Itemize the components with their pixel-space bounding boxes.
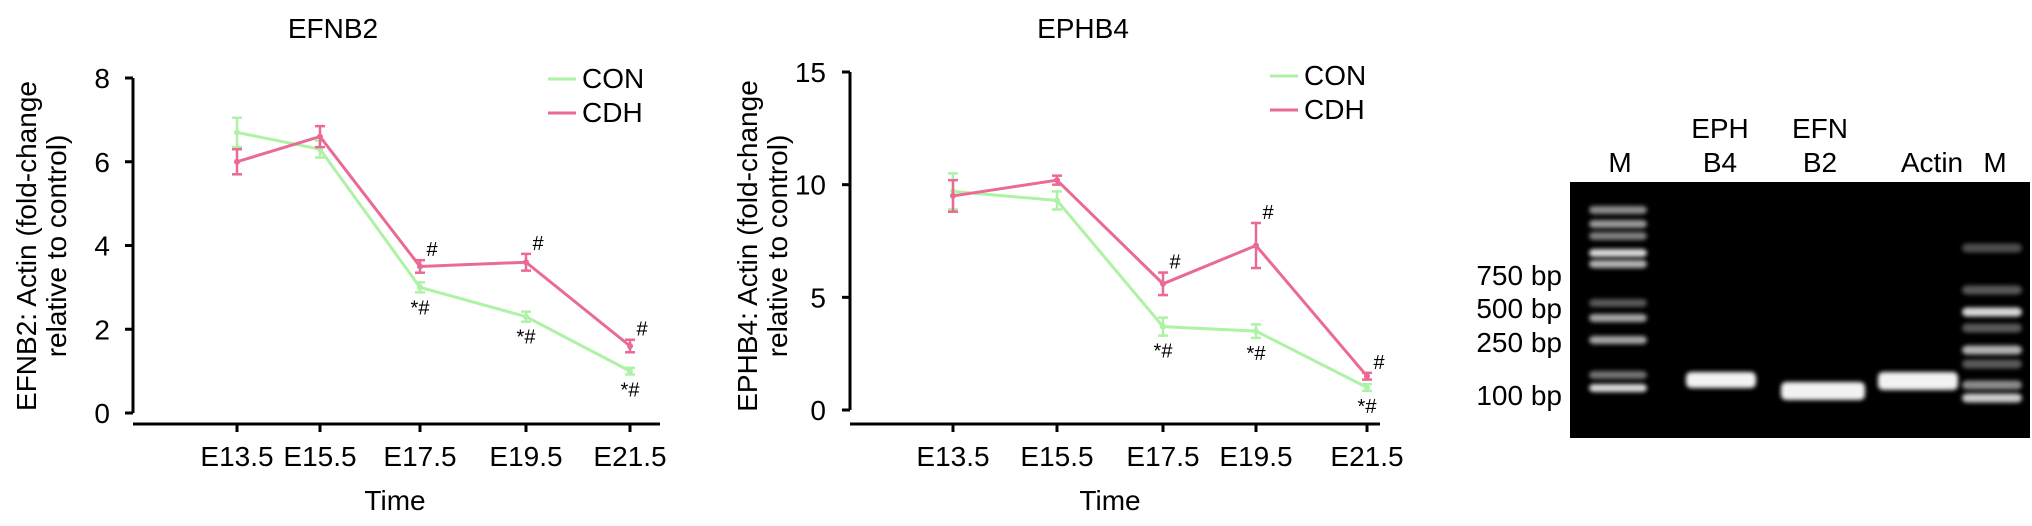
x-tick-label: E13.5 [916,441,989,472]
ladder-band [1962,285,2022,295]
ladder-band [1589,232,1647,240]
y-axis-label-line: EFNB2: Actin (fold-change [11,81,42,411]
marker-label: 750 bp [1476,260,1562,291]
x-tick-label: E19.5 [489,441,562,472]
y-axis-label-line: relative to control) [762,135,793,358]
y-tick-label: 10 [795,170,826,201]
marker-label: 500 bp [1476,293,1562,324]
ladder-band [1962,243,2022,253]
significance-mark: *# [517,327,537,349]
y-tick-label: 2 [94,314,110,345]
significance-mark: # [1373,352,1385,374]
significance-mark: # [636,319,648,341]
ladder-band [1589,371,1647,379]
data-point [417,284,423,291]
significance-mark: # [1169,252,1181,274]
data-point [234,129,240,136]
y-tick-label: 0 [94,398,110,429]
ladder-band [1589,384,1647,392]
significance-mark: *# [621,379,641,401]
ladder-band [1962,380,2022,390]
data-point [523,313,529,320]
data-point [1253,242,1259,249]
data-point [627,343,633,349]
y-axis-label: EFNB2: Actin (fold-changerelative to con… [11,81,72,411]
significance-mark: *# [1358,396,1378,418]
chart-title: EFNB2 [288,13,378,44]
legend-label: CDH [582,97,643,128]
ladder-band [1962,359,2022,369]
x-tick-label: E15.5 [283,441,356,472]
marker-label: 250 bp [1476,327,1562,358]
y-axis-label-line: relative to control) [41,135,72,358]
y-tick-label: 0 [810,395,826,426]
lane-label: Actin [1901,147,1963,178]
lane-label: B4 [1703,147,1737,178]
x-tick-label: E17.5 [1126,441,1199,472]
significance-mark: # [532,233,544,255]
chart-title: EPHB4 [1037,13,1129,44]
y-axis-label: EPHB4: Actin (fold-changerelative to con… [732,80,793,412]
significance-mark: *# [1247,343,1267,365]
x-axis-label: Time [1079,485,1140,516]
x-tick-label: E21.5 [1330,441,1403,472]
marker-label: 100 bp [1476,380,1562,411]
data-point [1364,373,1370,380]
y-tick-label: 8 [94,63,110,94]
data-point [1253,328,1259,335]
ladder-band [1589,206,1647,214]
lane-label: M [1608,147,1631,178]
lane-label: EFN [1792,113,1848,144]
ladder-band [1589,260,1647,268]
x-axis-label: Time [364,485,425,516]
legend-label: CDH [1304,94,1365,125]
data-point [627,368,633,375]
ladder-band [1962,393,2022,403]
ladder-band [1962,323,2022,333]
ladder-band [1962,307,2022,317]
significance-mark: # [1262,202,1274,224]
data-point [1054,197,1060,204]
ladder-band [1589,336,1647,344]
efnb2-band [1781,382,1865,400]
ephb4-chart: EPHB4 0 5 10 15 E13.5 E15.5 E17.5 E19.5 E21.5 Time… [732,13,1404,516]
ladder-band [1962,345,2022,355]
ladder-band [1589,220,1647,228]
y-axis-label-line: EPHB4: Actin (fold-change [732,80,763,412]
ladder-band [1589,314,1647,322]
data-point [950,192,956,199]
y-tick-label: 6 [94,147,110,178]
significance-mark: # [426,239,438,261]
ladder-band [1589,299,1647,307]
data-point [1364,384,1370,391]
legend-label: CON [582,63,644,94]
lane-label: EPH [1691,113,1749,144]
legend-label: CON [1304,60,1366,91]
efnb2-chart: EFNB2 0 2 4 6 8 E13.5 E15.5 E17.5 E19.5 E21.5 Time E… [11,13,667,516]
data-point [1054,177,1060,184]
y-tick-label: 5 [810,282,826,313]
x-tick-label: E19.5 [1219,441,1292,472]
data-point [1160,280,1166,287]
x-tick-label: E13.5 [200,441,273,472]
data-point [234,158,240,165]
actin-band [1878,372,1958,390]
ephb4-band [1686,372,1756,388]
y-tick-label: 4 [94,231,110,262]
data-point [317,133,323,140]
y-tick-label: 15 [795,57,826,88]
significance-mark: *# [1154,341,1174,363]
data-point [417,263,423,270]
x-tick-label: E17.5 [383,441,456,472]
data-point [1160,323,1166,330]
x-tick-label: E15.5 [1020,441,1093,472]
x-tick-label: E21.5 [593,441,666,472]
lane-label: B2 [1803,147,1837,178]
significance-mark: *# [411,297,431,319]
ladder-band [1589,249,1647,257]
data-point [523,259,529,266]
lane-label: M [1983,147,2006,178]
